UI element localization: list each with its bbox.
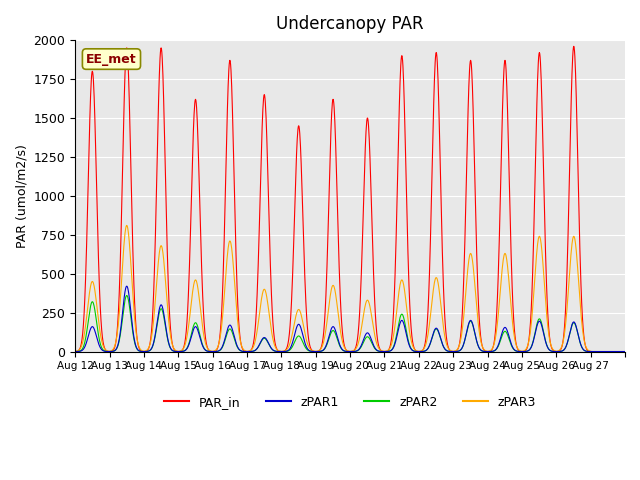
Legend: PAR_in, zPAR1, zPAR2, zPAR3: PAR_in, zPAR1, zPAR2, zPAR3 <box>159 391 541 414</box>
zPAR2 <box>561 347 568 352</box>
PAR_in <box>560 329 568 335</box>
PAR_in <box>157 45 165 51</box>
zPAR3 <box>587 348 595 354</box>
zPAR3 <box>561 331 568 336</box>
zPAR2 <box>480 348 488 354</box>
zPAR2 <box>614 348 622 354</box>
Y-axis label: PAR (umol/m2/s): PAR (umol/m2/s) <box>15 144 28 248</box>
PAR_in <box>614 348 622 354</box>
zPAR1 <box>326 332 333 337</box>
zPAR1 <box>157 302 165 308</box>
zPAR3 <box>480 347 488 352</box>
zPAR1 <box>614 348 622 354</box>
PAR_in <box>621 348 629 354</box>
zPAR1 <box>336 342 344 348</box>
Line: zPAR2: zPAR2 <box>75 296 625 351</box>
zPAR2 <box>123 293 131 299</box>
PAR_in <box>71 348 79 354</box>
PAR_in <box>479 347 487 352</box>
Text: EE_met: EE_met <box>86 53 137 66</box>
zPAR3 <box>71 348 79 354</box>
zPAR2 <box>71 348 79 354</box>
PAR_in <box>325 189 333 194</box>
zPAR1 <box>480 348 488 354</box>
zPAR3 <box>326 299 333 304</box>
zPAR3 <box>336 324 344 330</box>
Line: zPAR3: zPAR3 <box>75 226 625 351</box>
zPAR3 <box>123 223 131 228</box>
PAR_in <box>335 274 343 280</box>
zPAR2 <box>157 306 165 312</box>
zPAR1 <box>561 347 568 352</box>
zPAR3 <box>614 348 622 354</box>
zPAR2 <box>621 348 629 354</box>
PAR_in <box>587 348 595 354</box>
zPAR3 <box>157 243 165 249</box>
zPAR1 <box>71 348 79 354</box>
zPAR2 <box>326 334 333 340</box>
zPAR2 <box>336 343 344 349</box>
zPAR1 <box>123 283 131 289</box>
Line: zPAR1: zPAR1 <box>75 286 625 351</box>
zPAR1 <box>621 348 629 354</box>
Line: PAR_in: PAR_in <box>75 47 625 351</box>
zPAR2 <box>587 348 595 354</box>
PAR_in <box>570 44 578 49</box>
zPAR3 <box>621 348 629 354</box>
zPAR1 <box>587 348 595 354</box>
Title: Undercanopy PAR: Undercanopy PAR <box>276 15 424 33</box>
